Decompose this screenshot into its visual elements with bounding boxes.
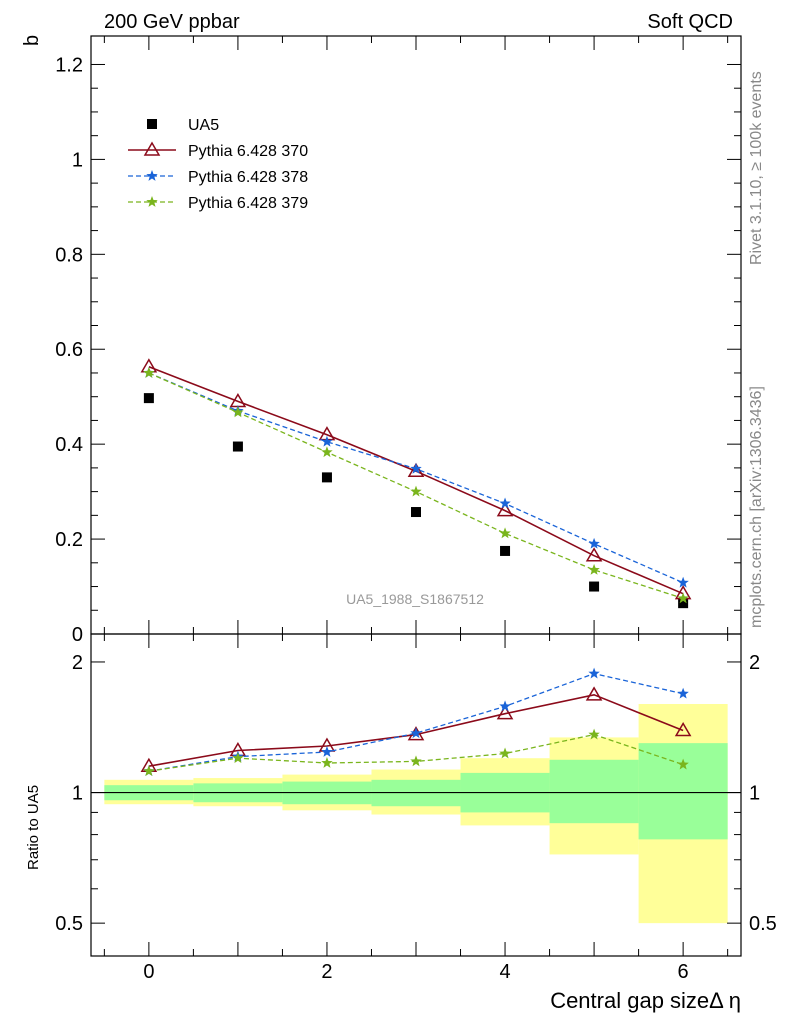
main-ticks: 0 0.2 0.4 0.6 0.8 1 1.2 [55,36,741,646]
ratio-point [499,700,511,712]
main-point [410,485,422,497]
main-point [321,446,333,458]
ratio-point [588,667,600,679]
main-point [143,366,155,378]
ratio-y-tick-label-right: 0.5 [749,913,777,935]
main-point [589,581,600,592]
header-right: Soft QCD [647,11,733,33]
legend-label: UA5 [188,117,219,134]
legend-label: Pythia 6.428 370 [188,143,308,160]
main-y-tick-label: 0.2 [55,529,83,551]
main-point [411,507,421,518]
ratio-band-stat [549,759,639,824]
header-left: 200 GeV ppbar [104,11,240,33]
legend-marker [146,196,158,207]
legend: UA5 Pythia 6.428 370 Pythia 6.428 378 Pythi… [128,117,308,212]
main-point [499,527,511,539]
ratio-y-tick-label: 1 [72,783,83,805]
ratio-y-tick-label-right: 2 [749,652,760,674]
main-line-pythia-6-428-370 [148,366,684,595]
ratio-point [585,686,603,701]
main-y-axis-label: b [21,35,43,46]
main-series-pythia-6-428-378 [143,366,689,588]
legend-label: Pythia 6.428 379 [188,195,308,212]
main-point [499,497,511,509]
main-series-pythia-6-428-379 [143,366,689,604]
ratio-point [321,746,333,757]
ratio-series [140,667,692,777]
ratio-plot-frame [90,633,742,957]
ratio-point [588,728,600,740]
x-tick-label: 2 [321,961,332,983]
ratio-point [674,722,692,737]
ratio-point [677,758,689,770]
ratio-series-pythia-6-428-379 [143,728,689,777]
ratio-y-tick-label: 2 [72,652,83,674]
main-series-pythia-6-428-370 [140,358,692,600]
main-point [410,462,422,474]
ratio-point [232,752,244,764]
main-point [229,392,247,408]
main-point [678,598,689,609]
ratio-point [321,756,333,768]
main-point [407,462,425,477]
main-point [677,576,689,588]
main-point [321,435,333,447]
main-point [588,563,600,575]
x-tick-label: 6 [678,961,689,983]
ratio-point [677,687,689,699]
ratio-ticks: 0.5 0.5 1 1 2 2 0 2 4 6 [55,634,777,983]
x-tick-label: 4 [499,961,510,983]
main-point [143,393,154,404]
legend-label: Pythia 6.428 378 [188,169,308,186]
ratio-band-stat [638,743,728,840]
main-point [588,537,600,549]
ratio-point [410,727,422,739]
ratio-point [410,755,422,767]
main-point [321,472,332,483]
rivet-label: Rivet 3.1.10, ≥ 100k events [748,71,765,265]
ratio-y-tick-label: 0.5 [55,913,83,935]
main-point [585,547,603,562]
main-y-tick-label: 0.6 [55,339,83,361]
main-series-ua5 [143,393,689,609]
main-y-tick-label: 0.8 [55,244,83,266]
x-tick-label: 0 [143,961,154,983]
main-y-tick-label: 1.2 [55,54,83,76]
main-y-tick-label: 0.4 [55,434,83,456]
main-point [496,502,514,517]
main-point [677,592,689,604]
ratio-bands [91,704,741,924]
x-axis-label: Central gap sizeΔ η [550,988,741,1013]
legend-marker [143,141,161,156]
main-line-pythia-6-428-378 [148,372,684,584]
ratio-point [143,765,155,777]
watermark: UA5_1988_S1867512 [346,591,484,607]
main-point [232,441,243,452]
ratio-y-axis-label: Ratio to UA5 [25,785,42,870]
main-series [140,358,692,609]
ratio-point [496,705,514,720]
legend-marker [146,170,158,181]
legend-marker [147,119,157,129]
mcplots-label: mcplots.cern.ch [arXiv:1306.3436] [748,386,765,628]
main-y-tick-label: 1 [72,149,83,171]
main-y-tick-label: 0 [72,624,83,646]
main-point [232,406,244,418]
ratio-y-tick-label-right: 1 [749,783,760,805]
ratio-point [499,747,511,759]
main-point [500,545,511,556]
